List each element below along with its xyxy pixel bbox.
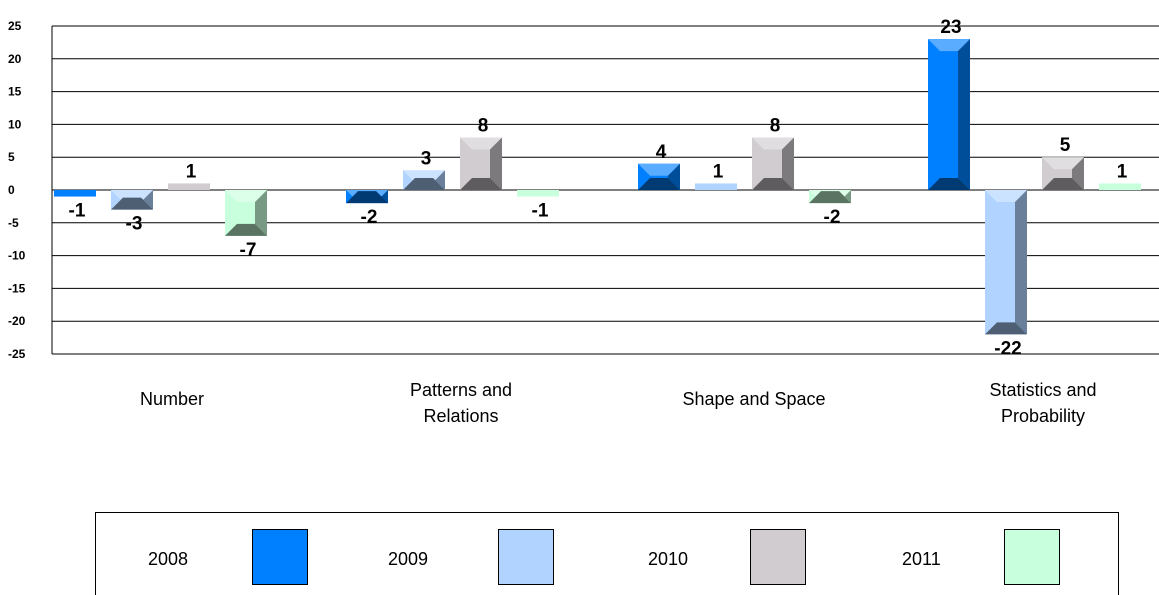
bar (54, 190, 96, 197)
x-category-label: Probability (1001, 406, 1085, 426)
bar-bevel-right (376, 190, 388, 204)
bar-bevel-bottom (928, 178, 970, 190)
y-tick-label: -20 (8, 314, 26, 328)
bar-bevel-right (433, 170, 445, 190)
y-tick-label: 0 (8, 183, 15, 197)
bar-bevel-right (668, 163, 680, 190)
legend-swatch-2011 (1004, 529, 1060, 585)
bar-bevel-top (225, 190, 267, 202)
data-label: -2 (824, 207, 841, 228)
bar (168, 183, 210, 190)
bar-bevel-right (141, 190, 153, 210)
data-label: -3 (126, 214, 143, 235)
x-category-label: Shape and Space (682, 389, 825, 409)
legend-swatch-2009 (498, 529, 554, 585)
bar-bevel-bottom (1042, 178, 1084, 190)
bar-bevel-right (1015, 190, 1027, 335)
x-category-label: Relations (423, 406, 498, 426)
data-label: -1 (532, 201, 549, 222)
bar-bevel-right (255, 190, 267, 236)
data-label: 3 (421, 148, 432, 169)
data-label: 1 (713, 161, 724, 182)
bar-chart: 2520151050-5-10-15-20-25-1-31-7Number-23… (8, 17, 1159, 426)
data-label: -1 (69, 201, 86, 222)
bar-bevel-top (111, 190, 153, 202)
chart-legend: 2008 2009 2010 2011 (95, 512, 1119, 595)
y-tick-label: -25 (8, 347, 26, 361)
bar-bevel-top (638, 163, 680, 176)
legend-label-2008: 2008 (148, 549, 189, 569)
legend-label-2009: 2009 (388, 549, 429, 569)
bar-bevel-top (460, 137, 502, 150)
bar-bevel-right (1072, 157, 1084, 190)
bar-bevel-top (1042, 157, 1084, 170)
data-label: 4 (656, 142, 667, 163)
bar-bevel-bottom (752, 178, 794, 190)
y-tick-label: 15 (8, 85, 22, 99)
bar-bevel-bottom (985, 322, 1027, 335)
bar-bevel-bottom (809, 191, 851, 204)
x-category-label: Number (140, 389, 204, 409)
x-category-label: Patterns and (410, 380, 512, 400)
data-label: 23 (940, 17, 961, 38)
legend-label-2011: 2011 (902, 549, 941, 569)
data-label: 5 (1060, 135, 1071, 156)
data-label: -7 (240, 240, 257, 261)
y-tick-label: 25 (8, 19, 22, 33)
bar-bevel-top (752, 137, 794, 150)
legend-label-2010: 2010 (648, 549, 689, 569)
data-label: 8 (478, 116, 489, 137)
bar-bevel-right (958, 39, 970, 191)
x-category-label: Statistics and (989, 380, 1096, 400)
bar-bevel-right (490, 137, 502, 190)
bar-bevel-top (403, 170, 445, 183)
y-tick-label: 10 (8, 117, 22, 131)
data-label: 8 (770, 116, 781, 137)
bar-bevel-bottom (346, 191, 388, 204)
y-tick-label: -15 (8, 281, 26, 295)
data-label: 1 (186, 161, 197, 182)
bar-bevel-top (928, 39, 970, 52)
bar (517, 190, 559, 197)
bar-bevel-bottom (111, 197, 153, 210)
legend-swatch-2010 (750, 529, 806, 585)
bar-bevel-right (782, 137, 794, 190)
bar (1099, 183, 1141, 190)
bar-bevel-bottom (460, 178, 502, 190)
bar-bevel-bottom (225, 223, 267, 236)
bar-bevel-bottom (403, 178, 445, 190)
y-tick-label: -10 (8, 249, 26, 263)
legend-swatch-2008 (252, 529, 308, 585)
y-tick-label: 5 (8, 150, 15, 164)
bar-bevel-bottom (638, 178, 680, 190)
data-label: 1 (1117, 161, 1128, 182)
y-tick-label: -5 (8, 216, 19, 230)
data-label: -2 (361, 207, 378, 228)
y-tick-label: 20 (8, 52, 22, 66)
bar-bevel-top (985, 190, 1027, 202)
bar (695, 183, 737, 190)
data-label: -22 (994, 338, 1021, 359)
bar-bevel-right (839, 190, 851, 204)
